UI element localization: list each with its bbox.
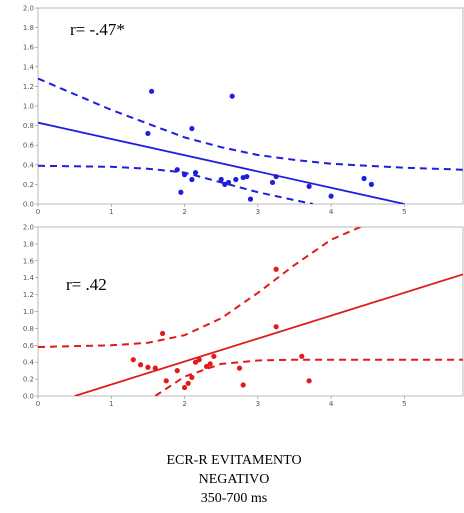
chart-2-correlation-label: r= .42 [66,275,107,294]
caption-line-1: ECR-R EVITAMENTO [166,453,301,468]
chart-2-x-tick-label: 2 [182,400,186,408]
chart-1-y-tick-label: 1.6 [23,44,35,52]
chart-2-data-point [181,384,188,391]
chart-2-data-point [196,357,202,363]
chart-1-y-tick-label: 1.0 [23,103,34,111]
chart-1-data-point [244,173,250,180]
chart-2-data-point [240,382,246,388]
chart-2-x-tick-label: 0 [36,400,40,408]
caption-line-3: 350-700 ms [201,491,268,506]
chart-1-data-point [218,176,224,183]
top-scatter-panel: 0.0 0.2 0.4 0.6 0.8 1.0 1.2 1.4 1.6 1.8 2.0 0 1 2 3 4 5 r… [23,5,464,216]
chart-1-data-point [306,183,312,189]
chart-1-data-point [192,170,199,176]
chart-1-x-tick-label: 3 [256,208,260,216]
chart-2-x-tick-label: 1 [109,400,113,408]
chart-1-data-point [189,176,195,183]
chart-1-x-tick-label: 0 [36,208,40,216]
chart-2-data-point [163,378,169,384]
chart-2-y-tick-label: 0.4 [23,359,35,367]
chart-1-data-point [178,189,184,195]
chart-1-plot-frame [37,7,464,205]
chart-1-y-tick-label: 0.6 [23,142,35,150]
chart-1-y-tick-label: 0.8 [23,122,34,130]
chart-2-plot-frame [37,226,464,397]
chart-1-data-point [225,179,232,186]
chart-2-y-tick-label: 1.6 [23,257,35,265]
chart-2-y-tick-label: 0.8 [23,325,34,333]
chart-2-data-point [273,266,279,272]
chart-2-data-point [130,357,136,363]
bottom-scatter-panel: 0.0 0.2 0.4 0.6 0.8 1.0 1.2 1.4 1.6 1.8 2.0 0 1 2 3 4 5 r… [23,224,464,408]
chart-2-data-point [211,353,217,359]
chart-2-x-tick-label: 4 [329,400,334,408]
chart-1-ci-lower-curve [38,164,314,204]
chart-2-y-tick-label: 1.8 [23,240,34,248]
chart-1-data-point [181,172,188,178]
chart-1-data-point [174,167,180,173]
chart-2-data-point [207,361,213,367]
chart-1-x-tick-label: 5 [402,208,406,216]
chart-2-y-tick-label: 0.6 [23,342,35,350]
chart-1-data-point [148,88,155,94]
chart-2-x-tick-label: 3 [256,400,260,408]
chart-1-data-point [328,193,334,199]
chart-2-data-point [159,330,166,337]
chart-2-y-tick-label: 2.0 [23,224,34,232]
chart-2-regression-line [74,273,463,396]
chart-2-x-tick-label: 5 [402,400,406,408]
chart-1-y-tick-label: 2.0 [23,5,34,13]
chart-2-data-point [306,378,312,384]
chart-1-data-point [233,176,239,183]
chart-1-y-tick-label: 1.4 [23,63,35,71]
chart-1-x-tick-label: 1 [109,208,113,216]
chart-2-data-point [174,368,180,374]
chart-1-y-tick-label: 1.8 [23,24,34,32]
chart-2-data-point [203,363,210,370]
chart-2-data-layer [38,227,463,396]
chart-2-y-tick-label: 0.0 [23,393,34,401]
chart-2-data-point [145,364,151,370]
chart-1-data-point [269,179,276,186]
chart-2-y-tick-label: 0.2 [23,376,34,384]
chart-1-y-tick-label: 0.4 [23,161,35,169]
chart-1-x-tick-label: 2 [182,208,186,216]
chart-1-regression-line [38,121,405,204]
chart-1-y-tick-label: 0.0 [23,201,34,209]
chart-1-y-tick-label: 0.2 [23,181,34,189]
chart-1-x-tick-label: 4 [329,208,334,216]
chart-2-y-tick-label: 1.2 [23,291,34,299]
chart-1-correlation-label: r= -.47* [70,20,125,39]
chart-1-data-point [229,93,235,99]
chart-2-data-point [192,359,199,365]
chart-2-data-point [299,353,305,359]
chart-1-ci-upper-curve [38,77,463,171]
chart-1-y-tick-label: 1.2 [23,83,34,91]
chart-2-ci-upper-curve [38,227,361,348]
caption-line-2: NEGATIVO [199,472,270,487]
chart-2-y-tick-label: 1.4 [23,274,35,282]
chart-1-data-layer [38,77,463,204]
chart-2-data-point [185,380,191,386]
chart-1-data-point [361,175,367,182]
chart-2-y-tick-label: 1.0 [23,308,34,316]
chart-1-data-point [145,130,151,137]
chart-2-data-point [152,365,158,371]
chart-2-data-point [236,365,243,371]
chart-2-data-point [189,374,195,381]
chart-1-data-point [368,181,375,187]
chart-2-data-point [137,362,144,368]
chart-2-ci-lower-curve [154,358,463,396]
chart-1-data-point [247,196,254,202]
chart-1-data-point [189,125,195,132]
chart-1-data-point [273,173,279,180]
chart-2-data-point [273,324,279,330]
